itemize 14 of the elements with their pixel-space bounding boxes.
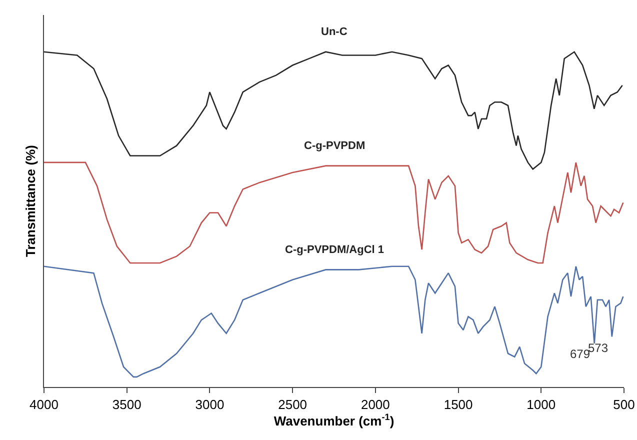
- x-tick-label: 1500: [444, 396, 473, 412]
- x-tick-label: 3000: [195, 396, 224, 412]
- x-tick-label: 2000: [360, 396, 390, 412]
- x-tick-label: 1000: [526, 396, 556, 412]
- x-axis-title: Wavenumber (cm$^{-1}$): [274, 412, 394, 428]
- series-label: C-g-PVPDM/AgCl 1: [285, 244, 384, 256]
- x-tick-label: 500: [613, 396, 635, 412]
- y-axis-title: Transmittance (%): [22, 145, 38, 257]
- series-label: Un-C: [321, 26, 348, 38]
- annotation: 573: [588, 341, 608, 355]
- x-tick-label: 4000: [30, 396, 58, 412]
- x-tick-label: 3500: [112, 396, 142, 412]
- x-tick-label: 2500: [278, 396, 308, 412]
- series-label: C-g-PVPDM: [304, 140, 366, 152]
